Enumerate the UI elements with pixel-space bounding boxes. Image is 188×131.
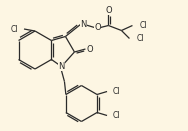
Text: N: N bbox=[58, 62, 65, 71]
Text: N: N bbox=[80, 20, 87, 29]
Text: O: O bbox=[94, 23, 101, 32]
Text: O: O bbox=[86, 45, 93, 53]
Text: Cl: Cl bbox=[11, 24, 18, 34]
Text: O: O bbox=[105, 6, 112, 15]
Text: Cl: Cl bbox=[139, 21, 147, 30]
Text: Cl: Cl bbox=[113, 111, 121, 120]
Text: Cl: Cl bbox=[136, 34, 144, 43]
Text: Cl: Cl bbox=[113, 87, 121, 96]
